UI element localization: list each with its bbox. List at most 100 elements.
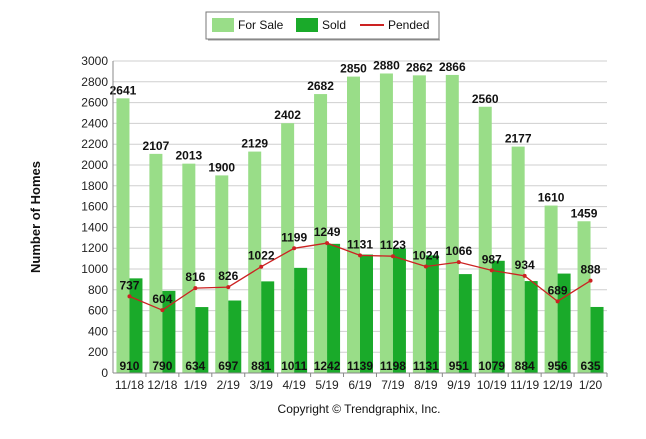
label-pended-8-19: 1024: [413, 249, 440, 263]
legend-label-pended: Pended: [388, 18, 429, 32]
copyright-text: Copyright © Trendgraphix, Inc.: [278, 402, 441, 416]
y-tick-label-1800: 1800: [81, 179, 108, 193]
label-pended-4-19: 1199: [281, 230, 307, 244]
bar-sold-2-19: [228, 300, 242, 373]
y-tick-label-2000: 2000: [81, 158, 108, 172]
label-pended-9-19: 1066: [445, 244, 472, 258]
x-tick-label-9-19: 9/19: [447, 378, 471, 392]
bar-for-sale-1-19: [182, 163, 196, 373]
bar-for-sale-7-19: [379, 73, 393, 373]
legend-label-sold: Sold: [322, 18, 346, 32]
label-pended-10-19: 987: [482, 252, 502, 266]
bar-for-sale-2-19: [215, 175, 229, 373]
label-sold-11-19: 884: [515, 359, 535, 373]
bar-sold-3-19: [261, 281, 275, 373]
bar-for-sale-4-19: [281, 123, 295, 373]
bar-for-sale-5-19: [314, 94, 328, 374]
label-sold-2-19: 697: [218, 359, 238, 373]
bar-for-sale-8-19: [412, 75, 426, 374]
point-pended-1-19: [193, 286, 198, 291]
bar-sold-8-19: [425, 255, 439, 373]
point-pended-5-19: [325, 241, 330, 246]
bar-for-sale-3-19: [248, 151, 262, 373]
y-tick-label-2600: 2600: [81, 96, 108, 110]
label-pended-7-19: 1123: [380, 238, 406, 252]
bar-sold-10-19: [491, 260, 505, 373]
label-for-sale-11-19: 2177: [505, 132, 532, 146]
point-pended-1-20: [588, 278, 593, 283]
y-tick-label-600: 600: [88, 304, 108, 318]
bar-for-sale-1-20: [577, 221, 591, 373]
bar-sold-11-18: [129, 278, 143, 373]
label-for-sale-2-19: 1900: [208, 160, 235, 174]
label-for-sale-6-19: 2850: [340, 62, 367, 76]
label-sold-11-18: 910: [119, 359, 139, 373]
label-sold-12-18: 790: [152, 359, 172, 373]
label-pended-6-19: 1131: [347, 237, 373, 251]
label-for-sale-12-18: 2107: [143, 139, 170, 153]
x-tick-label-4-19: 4/19: [282, 378, 306, 392]
point-pended-11-19: [522, 273, 527, 278]
label-for-sale-7-19: 2880: [373, 58, 400, 72]
bar-sold-4-19: [294, 267, 308, 373]
x-tick-label-7-19: 7/19: [381, 378, 405, 392]
y-tick-label-3000: 3000: [81, 54, 108, 68]
x-tick-label-12-18: 12/18: [147, 378, 177, 392]
y-tick-label-2200: 2200: [81, 137, 108, 151]
label-for-sale-11-18: 2641: [110, 83, 137, 97]
point-pended-4-19: [292, 246, 297, 251]
bar-for-sale-10-19: [478, 106, 492, 373]
label-for-sale-12-19: 1610: [538, 191, 565, 205]
label-sold-6-19: 1139: [347, 359, 373, 373]
label-for-sale-1-19: 2013: [175, 149, 202, 163]
point-pended-9-19: [456, 260, 461, 265]
label-pended-1-20: 888: [581, 263, 601, 277]
point-pended-6-19: [358, 253, 362, 258]
y-tick-label-2400: 2400: [81, 116, 108, 130]
bar-sold-6-19: [360, 254, 373, 373]
y-tick-label-800: 800: [88, 283, 108, 297]
label-for-sale-4-19: 2402: [274, 108, 301, 122]
bar-sold-12-18: [162, 290, 176, 373]
label-for-sale-3-19: 2129: [241, 137, 268, 151]
label-for-sale-9-19: 2866: [439, 60, 466, 74]
y-axis-title: Number of Homes: [28, 161, 43, 273]
legend-label-for-sale: For Sale: [238, 18, 284, 32]
label-for-sale-8-19: 2862: [406, 60, 433, 74]
x-tick-label-3-19: 3/19: [250, 378, 274, 392]
data-labels: 2641 910 2107 790 2013 634 1900 697 2129 881 2402 1…: [110, 58, 601, 373]
label-sold-8-19: 1131: [413, 359, 439, 373]
point-pended-2-19: [226, 285, 231, 290]
x-tick-label-12-19: 12/19: [543, 378, 573, 392]
x-tick-label-1-20: 1/20: [579, 378, 603, 392]
label-pended-11-18: 737: [119, 278, 139, 292]
y-tick-label-400: 400: [88, 324, 108, 338]
axes: 0 200 400 600 800 1000 1200 1400 1600 1800 2000 220…: [81, 54, 608, 392]
label-sold-5-19: 1242: [314, 359, 341, 373]
label-pended-3-19: 1022: [248, 249, 275, 263]
x-tick-label-10-19: 10/19: [477, 378, 507, 392]
label-pended-11-19: 934: [515, 258, 535, 272]
label-for-sale-1-20: 1459: [571, 206, 598, 220]
legend: For Sale Sold Pended: [205, 11, 440, 41]
point-pended-12-19: [555, 299, 560, 304]
bar-for-sale-11-18: [116, 98, 130, 373]
legend-box: [205, 11, 440, 40]
y-tick-label-2800: 2800: [81, 75, 108, 89]
point-pended-3-19: [259, 264, 264, 269]
y-tick-label-1400: 1400: [81, 220, 108, 234]
bar-sold-9-19: [458, 274, 472, 373]
label-sold-12-19: 956: [548, 359, 568, 373]
bar-for-sale-11-19: [511, 146, 525, 373]
x-tick-label-1-19: 1/19: [184, 378, 208, 392]
bar-sold-5-19: [327, 243, 341, 373]
point-pended-12-18: [160, 308, 165, 313]
x-tick-label-5-19: 5/19: [315, 378, 339, 392]
label-pended-2-19: 826: [218, 269, 238, 283]
y-tick-label-1200: 1200: [81, 241, 108, 255]
y-tick-label-1000: 1000: [81, 262, 108, 276]
bar-sold-7-19: [392, 248, 406, 373]
label-pended-12-19: 689: [548, 283, 568, 297]
